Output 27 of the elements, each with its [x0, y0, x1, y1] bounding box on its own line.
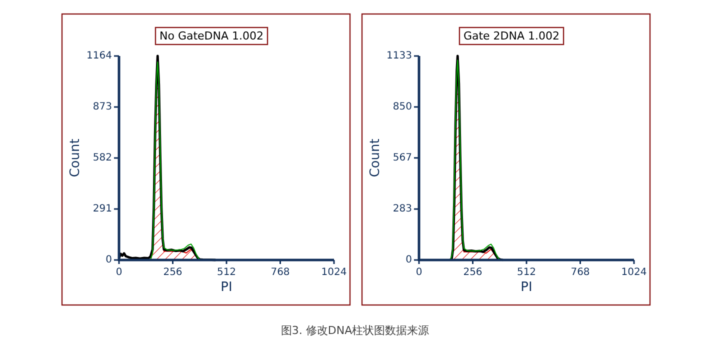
chart-title: No GateDNA 1.002: [159, 30, 264, 42]
y-axis-title: Count: [68, 138, 83, 178]
caption: 图3. 修改DNA柱状图数据来源: [280, 324, 430, 337]
y-tick-label: 1164: [86, 50, 112, 62]
x-tick-label: 768: [570, 267, 590, 278]
y-tick-label: 291: [92, 204, 112, 214]
x-tick-label: 0: [416, 267, 422, 278]
y-tick-label: 283: [392, 204, 412, 215]
y-tick-label: 850: [392, 101, 412, 112]
y-tick-label: 0: [406, 254, 412, 266]
y-axis-title: Count: [368, 138, 383, 178]
x-tick-label: 256: [163, 267, 182, 278]
x-tick-label: 256: [463, 267, 482, 278]
y-tick-label: 0: [106, 254, 112, 266]
x-tick-label: 1024: [621, 267, 647, 278]
y-tick-label: 567: [392, 152, 412, 164]
x-axis-title: PI: [220, 280, 232, 295]
y-tick-label: 873: [92, 102, 112, 112]
x-tick-label: 0: [116, 267, 122, 278]
x-axis-title: PI: [520, 280, 532, 295]
x-tick-label: 1024: [321, 267, 347, 278]
x-tick-label: 512: [216, 267, 236, 278]
y-tick-label: 582: [92, 152, 112, 164]
x-tick-label: 512: [516, 267, 536, 278]
y-tick-label: 1133: [386, 50, 412, 62]
chart-title: Gate 2DNA 1.002: [463, 30, 560, 42]
x-tick-label: 768: [270, 267, 290, 278]
